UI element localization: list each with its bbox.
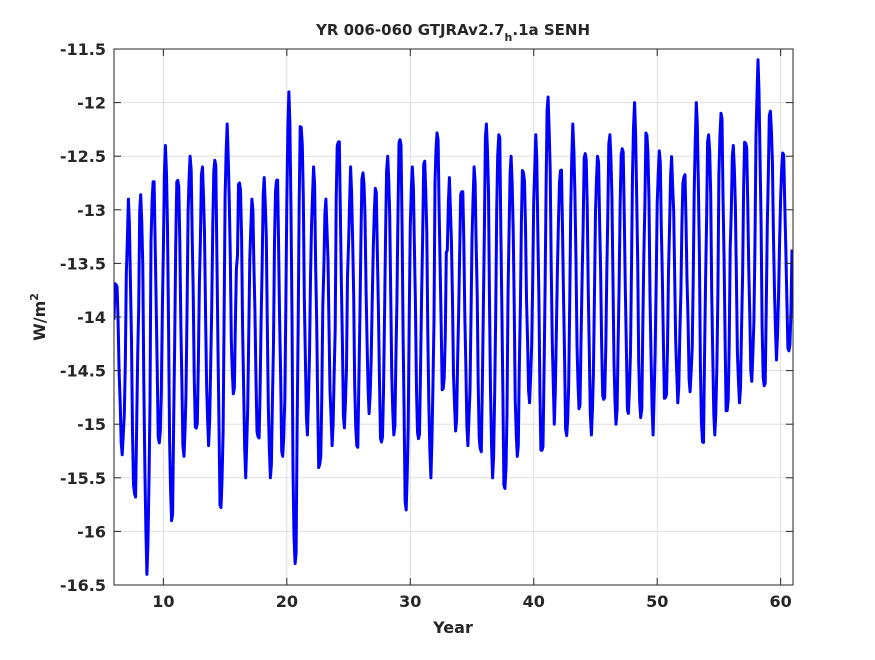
x-tick-label: 10 — [152, 592, 174, 611]
x-tick-labels: 10 20 30 40 50 60 — [152, 592, 792, 611]
y-tick-label: -12.5 — [60, 147, 106, 166]
y-tick-label: -16 — [77, 522, 106, 541]
y-axis-label: W/m2 — [28, 293, 49, 341]
y-tick-label: -11.5 — [60, 40, 106, 59]
x-tick-label: 30 — [399, 592, 421, 611]
y-tick-label: -13 — [77, 201, 106, 220]
y-tick-label: -13.5 — [60, 254, 106, 273]
x-tick-label: 50 — [646, 592, 668, 611]
y-tick-label: -15.5 — [60, 469, 106, 488]
x-tick-label: 20 — [276, 592, 298, 611]
y-tick-label: -12 — [77, 94, 106, 113]
series-group — [114, 58, 793, 576]
chart-title: YR 006-060 GTJRAv2.7h.1a SENH — [315, 21, 590, 44]
y-tick-labels: -16.5 -16 -15.5 -15 -14.5 -14 -13.5 -13 -12.5 -12… — [60, 40, 106, 595]
y-tick-label: -14.5 — [60, 362, 106, 381]
tick-marks — [114, 48, 793, 586]
x-tick-label: 60 — [770, 592, 792, 611]
y-tick-label: -14 — [77, 308, 106, 327]
y-tick-label: -15 — [77, 415, 106, 434]
x-tick-label: 40 — [523, 592, 545, 611]
x-axis-label: Year — [432, 618, 473, 637]
series-line — [114, 58, 793, 576]
y-tick-label: -16.5 — [60, 576, 106, 595]
